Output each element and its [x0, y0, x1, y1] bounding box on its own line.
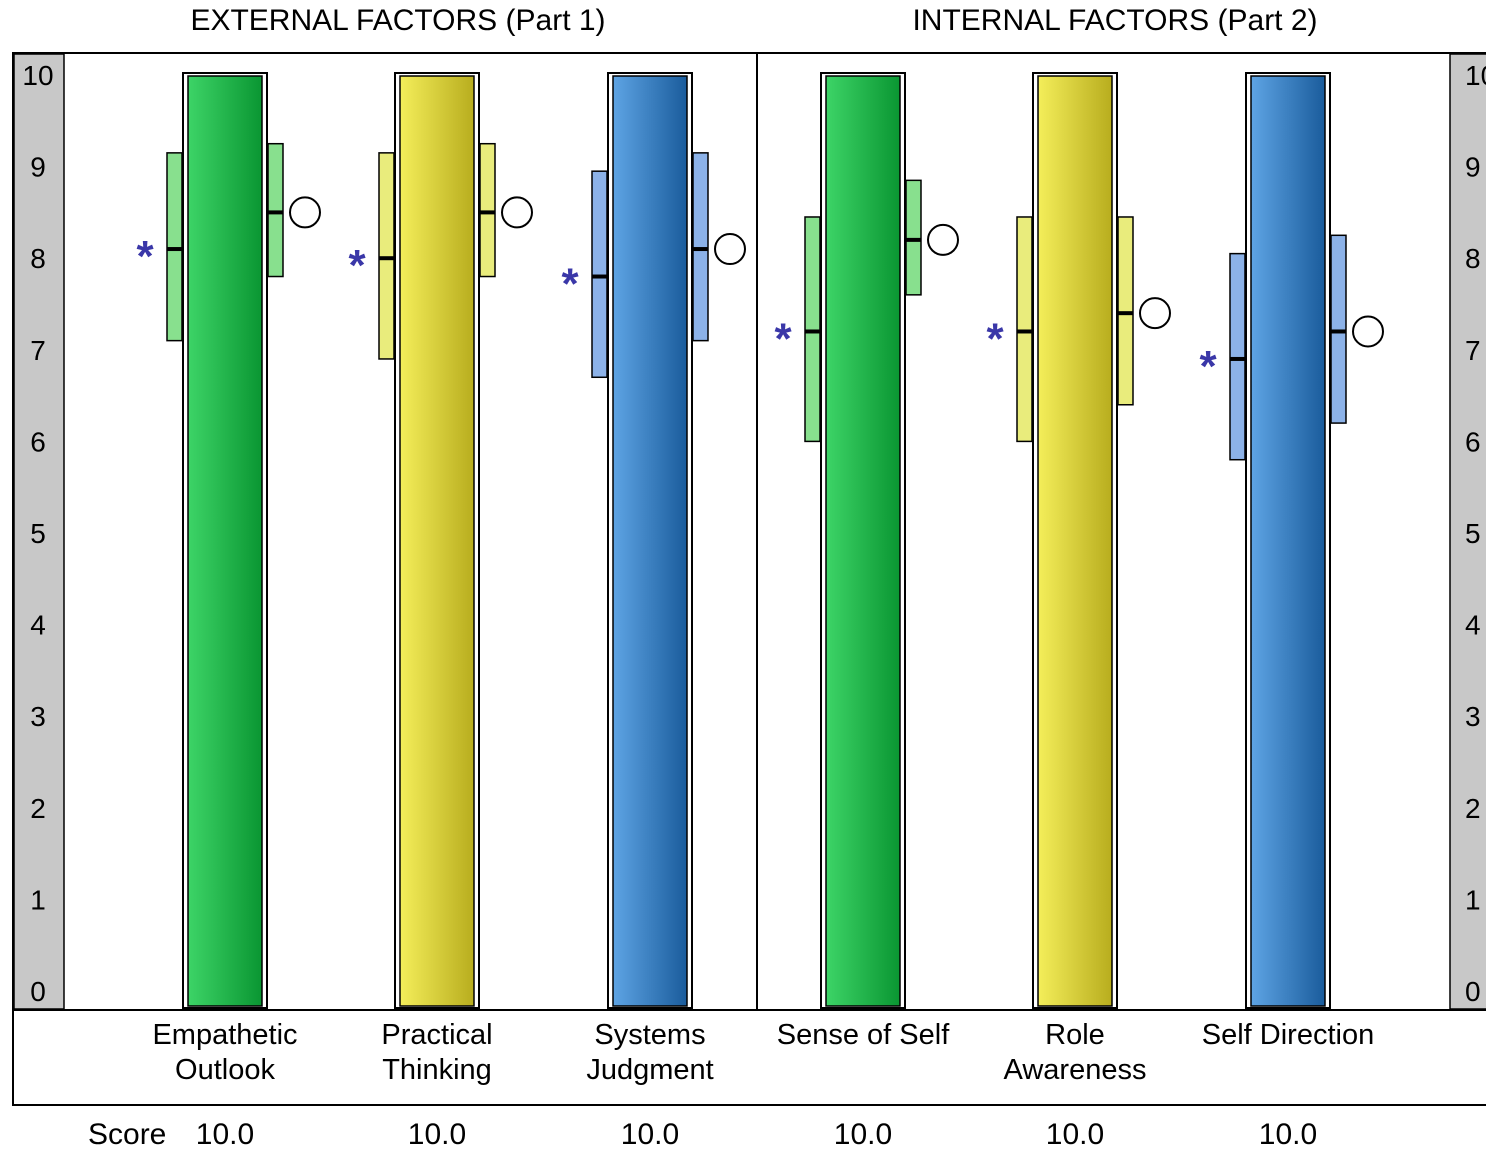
category-label: Outlook — [175, 1054, 275, 1086]
right-axis-panel — [1449, 53, 1486, 1010]
bar — [399, 75, 475, 1007]
y-tick-label: 5 — [30, 518, 46, 549]
y-tick-label: 2 — [30, 793, 46, 824]
category-label: Role — [1045, 1019, 1105, 1051]
star-marker: * — [348, 241, 366, 290]
section-title-internal: INTERNAL FACTORS (Part 2) — [912, 4, 1317, 37]
right-axis-tick-label: 6 — [1465, 426, 1481, 457]
category-label: Awareness — [1004, 1054, 1147, 1086]
circle-marker — [1139, 297, 1171, 330]
right-axis-tick-label: 9 — [1465, 152, 1481, 183]
category-label: Sense of Self — [777, 1019, 950, 1051]
left-range-box — [804, 216, 821, 443]
star-marker: * — [986, 314, 1004, 363]
right-axis-tick-label: 1 — [1465, 884, 1481, 915]
category-label: Empathetic — [152, 1019, 297, 1051]
score-value: 10.0 — [1046, 1118, 1104, 1151]
y-tick-label: 10 — [22, 60, 53, 91]
y-tick-label: 6 — [30, 426, 46, 457]
category-label: Practical — [381, 1019, 492, 1051]
bar — [187, 75, 263, 1007]
score-value: 10.0 — [408, 1118, 466, 1151]
right-axis-tick-label: 2 — [1465, 793, 1481, 824]
circle-marker — [927, 223, 959, 256]
right-range-box — [479, 142, 496, 278]
score-label: Score — [88, 1118, 166, 1151]
y-tick-label: 0 — [30, 976, 46, 1007]
left-range-box — [1229, 252, 1246, 461]
left-range-box — [1016, 216, 1033, 443]
circle-marker — [501, 196, 533, 229]
star-marker: * — [1199, 342, 1217, 391]
bar — [1250, 75, 1326, 1007]
circle-marker — [289, 196, 321, 229]
circle-marker — [714, 233, 746, 266]
score-value: 10.0 — [621, 1118, 679, 1151]
right-axis-tick-label: 5 — [1465, 518, 1481, 549]
category-label: Thinking — [382, 1054, 492, 1086]
factor-group: * — [1199, 72, 1384, 1009]
right-axis-tick-label: 0 — [1465, 976, 1481, 1007]
section-title-external: EXTERNAL FACTORS (Part 1) — [190, 4, 605, 37]
y-tick-label: 1 — [30, 884, 46, 915]
star-marker: * — [136, 232, 154, 281]
right-range-box — [267, 142, 284, 278]
category-label: Judgment — [586, 1054, 713, 1086]
category-label: Systems — [594, 1019, 705, 1051]
left-range-box — [166, 152, 183, 342]
y-tick-label: 8 — [30, 243, 46, 274]
factor-group: * — [348, 72, 533, 1009]
circle-marker — [1352, 315, 1384, 348]
factor-group: * — [986, 72, 1171, 1009]
right-axis-tick-label: 8 — [1465, 243, 1481, 274]
y-tick-label: 7 — [30, 335, 46, 366]
category-label-box — [12, 1009, 1486, 1106]
score-value: 10.0 — [196, 1118, 254, 1151]
right-axis-tick-label: 4 — [1465, 610, 1481, 641]
star-marker: * — [774, 314, 792, 363]
left-axis-panel — [13, 53, 65, 1010]
left-range-box — [591, 170, 608, 379]
bar — [825, 75, 901, 1007]
bar — [612, 75, 688, 1007]
bar — [1037, 75, 1113, 1007]
right-axis-tick-label: 3 — [1465, 701, 1481, 732]
factor-group: * — [561, 72, 746, 1009]
right-range-box — [1330, 234, 1347, 424]
right-range-box — [905, 179, 922, 296]
score-value: 10.0 — [834, 1118, 892, 1151]
score-value: 10.0 — [1259, 1118, 1317, 1151]
right-axis-tick-label: 10 — [1465, 60, 1486, 91]
right-range-box — [692, 152, 709, 342]
factor-group: * — [774, 72, 959, 1009]
category-label: Self Direction — [1202, 1019, 1374, 1051]
factor-group: * — [136, 72, 321, 1009]
y-tick-label: 4 — [30, 610, 46, 641]
star-marker: * — [561, 260, 579, 309]
left-range-box — [378, 152, 395, 360]
y-tick-label: 3 — [30, 701, 46, 732]
right-range-box — [1117, 216, 1134, 406]
y-tick-label: 9 — [30, 152, 46, 183]
right-axis-tick-label: 7 — [1465, 335, 1481, 366]
